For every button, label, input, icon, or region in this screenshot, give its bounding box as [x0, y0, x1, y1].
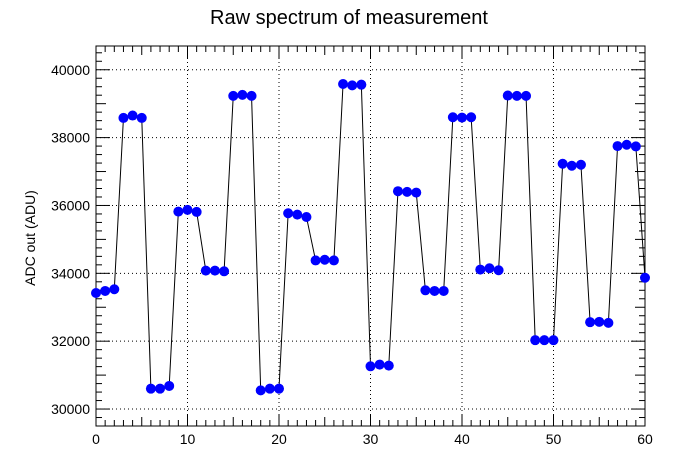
data-point	[420, 285, 431, 296]
data-point	[530, 335, 541, 346]
data-point	[228, 90, 239, 101]
y-axis-label: ADC out (ADU)	[22, 190, 38, 286]
data-point	[502, 90, 513, 101]
data-point	[521, 90, 532, 101]
data-point	[209, 265, 220, 276]
data-point	[466, 112, 477, 123]
data-point	[191, 206, 202, 217]
data-point	[484, 263, 495, 274]
data-point	[438, 285, 449, 296]
data-point	[640, 272, 650, 283]
data-point	[155, 383, 166, 394]
data-series	[91, 79, 650, 396]
data-point	[136, 112, 147, 123]
data-point	[630, 141, 641, 152]
x-tick-label: 50	[546, 431, 562, 447]
data-point	[612, 141, 623, 152]
y-tick-label: 40000	[51, 62, 90, 78]
data-point	[356, 79, 367, 90]
y-tick-label: 38000	[51, 130, 90, 146]
data-point	[255, 385, 266, 396]
data-point	[603, 317, 614, 328]
data-point	[264, 383, 275, 394]
data-point	[557, 158, 568, 169]
data-point	[109, 284, 120, 295]
data-point	[539, 335, 550, 346]
data-point	[447, 112, 458, 123]
data-point	[283, 208, 294, 219]
data-point	[347, 80, 358, 91]
data-point	[392, 186, 403, 197]
x-tick-label: 40	[454, 431, 470, 447]
data-point	[585, 317, 596, 328]
data-point	[164, 380, 175, 391]
data-point	[100, 285, 111, 296]
data-point	[310, 255, 321, 266]
y-tick-label: 30000	[51, 401, 90, 417]
data-point	[411, 187, 422, 198]
data-point	[319, 254, 330, 265]
data-point	[365, 361, 376, 372]
data-point	[328, 255, 339, 266]
x-tick-label: 30	[363, 431, 379, 447]
axis-tick-labels: 30000 32000 34000 36000 38000 40000 0 10 20 30 40 5…	[51, 62, 653, 447]
chart-title: Raw spectrum of measurement	[210, 7, 488, 29]
data-point	[338, 79, 349, 89]
x-tick-label: 10	[180, 431, 196, 447]
data-point	[200, 265, 211, 276]
data-point	[219, 266, 230, 277]
y-tick-label: 32000	[51, 333, 90, 349]
data-point	[594, 316, 605, 327]
data-point	[91, 288, 101, 298]
data-point	[383, 360, 394, 371]
data-point	[374, 359, 385, 370]
data-point	[457, 112, 467, 123]
data-point	[173, 206, 184, 217]
data-point	[292, 209, 303, 220]
x-tick-label: 0	[92, 431, 100, 447]
data-point	[493, 265, 504, 276]
y-tick-label: 36000	[51, 197, 90, 213]
data-point	[402, 186, 413, 197]
data-point	[237, 89, 248, 100]
data-point	[621, 139, 632, 150]
data-point	[118, 112, 129, 123]
data-point	[429, 285, 440, 296]
data-point	[145, 383, 156, 394]
y-tick-label: 34000	[51, 265, 90, 281]
x-tick-label: 60	[637, 431, 653, 447]
data-point	[246, 90, 257, 101]
data-point	[475, 264, 486, 275]
series-line	[95, 83, 646, 391]
data-point	[127, 110, 138, 121]
data-point	[566, 160, 577, 171]
data-point	[274, 383, 284, 394]
axis-ticks	[95, 46, 646, 427]
data-point	[511, 90, 522, 101]
data-point	[301, 212, 312, 222]
x-tick-label: 20	[271, 431, 287, 447]
data-point	[575, 159, 586, 170]
data-point	[182, 204, 193, 215]
data-point	[548, 335, 559, 346]
